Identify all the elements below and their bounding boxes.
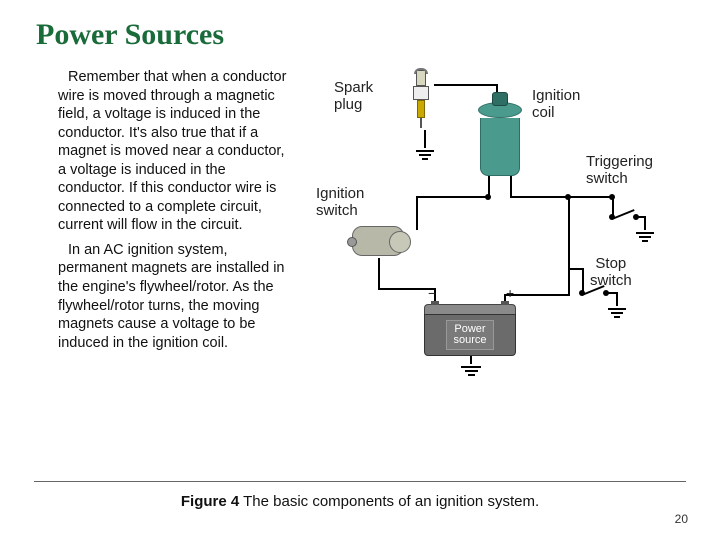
paragraph-1: Remember that when a conductor wire is m…	[58, 68, 290, 235]
power-source-label: Power source	[446, 320, 493, 350]
ground-icon	[461, 364, 481, 378]
figure: Spark plug Ignition coil	[302, 68, 690, 378]
ignition-switch-icon	[352, 226, 404, 256]
triggering-switch-icon	[612, 209, 635, 220]
page-number: 20	[675, 512, 688, 526]
power-source-icon: Power source	[424, 304, 516, 356]
ignition-coil-label: Ignition coil	[532, 88, 580, 121]
paragraph-2: In an AC ignition system, permanent magn…	[58, 241, 290, 352]
plus-label: +	[506, 286, 514, 301]
page-title: Power Sources	[36, 18, 690, 52]
triggering-switch-label: Triggering switch	[586, 154, 653, 187]
ignition-coil-icon	[478, 102, 522, 176]
ground-icon	[608, 306, 626, 320]
figure-number: Figure 4	[181, 493, 239, 510]
ground-icon	[636, 230, 654, 244]
slide: Power Sources Remember that when a condu…	[0, 0, 720, 540]
ignition-switch-label: Ignition switch	[316, 186, 364, 219]
content-row: Remember that when a conductor wire is m…	[30, 68, 690, 378]
figure-caption-text: The basic components of an ignition syst…	[239, 493, 539, 510]
stop-switch-label: Stop switch	[590, 256, 632, 289]
spark-plug-label: Spark plug	[334, 80, 373, 113]
divider	[34, 481, 686, 482]
spark-plug-icon	[416, 70, 429, 128]
minus-label: −	[428, 286, 436, 301]
figure-caption: Figure 4 The basic components of an igni…	[0, 493, 720, 510]
ignition-diagram: Spark plug Ignition coil	[306, 68, 666, 378]
body-text: Remember that when a conductor wire is m…	[30, 68, 290, 378]
